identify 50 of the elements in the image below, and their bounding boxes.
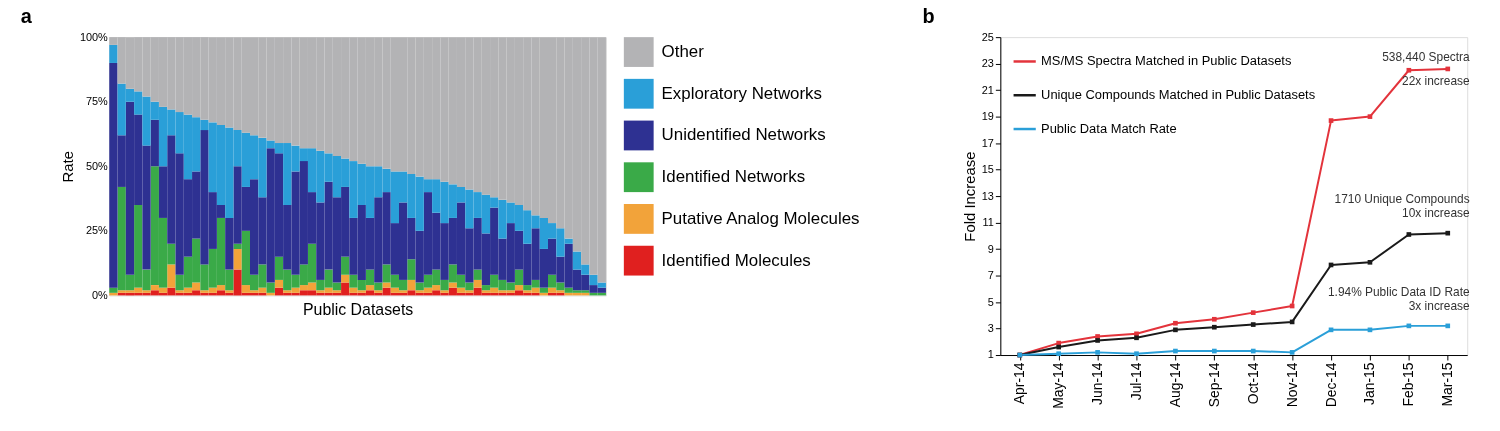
annotation: 22x increase <box>1402 73 1470 88</box>
y-tick-label: 19 <box>981 110 994 123</box>
y-tick-label: 100% <box>79 30 109 43</box>
annotation: 3x increase <box>1408 298 1470 313</box>
x-tick-label: Jul-14 <box>1127 362 1144 401</box>
legend-label: Unidentified Networks <box>661 125 826 145</box>
y-tick-label: 25% <box>85 224 109 237</box>
y-tick-label: 9 <box>987 242 994 255</box>
annotation: 538,440 Spectra <box>1382 49 1470 64</box>
x-tick-label: Sep-14 <box>1205 362 1222 408</box>
legend-label: Putative Analog Molecules <box>661 208 860 228</box>
x-tick-label: Nov-14 <box>1283 362 1300 408</box>
legend-label: Exploratory Networks <box>661 83 822 103</box>
x-tick-label: Dec-14 <box>1322 362 1339 408</box>
x-tick-label: Aug-14 <box>1166 362 1183 408</box>
y-tick-label: 75% <box>85 95 109 108</box>
x-tick-label: May-14 <box>1050 362 1067 409</box>
legend-label: Public Data Match Rate <box>1041 121 1177 136</box>
legend-label: MS/MS Spectra Matched in Public Datasets <box>1041 53 1292 69</box>
legend-label: Identified Molecules <box>661 250 811 270</box>
y-tick-label: 17 <box>981 136 994 149</box>
y-tick-label: 11 <box>982 216 994 229</box>
chart-title: b <box>922 5 935 28</box>
y-tick-label: 21 <box>981 83 994 96</box>
x-tick-label: Apr-14 <box>1011 362 1028 405</box>
x-tick-label: Jun-14 <box>1089 362 1106 405</box>
legend-label: Identified Networks <box>661 167 806 187</box>
chart-title: a <box>20 5 33 28</box>
annotation: 1710 Unique Compounds <box>1334 192 1470 207</box>
x-tick-label: Jan-15 <box>1361 362 1378 405</box>
y-tick-label: 13 <box>981 189 994 202</box>
legend-label: Other <box>661 42 705 62</box>
y-axis-title: Rate <box>59 151 76 183</box>
legend-label: Unique Compounds Matched in Public Datasets <box>1041 87 1316 103</box>
y-tick-label: 7 <box>987 269 994 282</box>
x-tick-label: Feb-15 <box>1400 362 1417 407</box>
x-tick-label: Oct-14 <box>1244 362 1261 405</box>
y-tick-label: 50% <box>85 159 109 172</box>
y-tick-label: 0% <box>92 288 109 301</box>
annotation: 1.94% Public Data ID Rate <box>1327 285 1470 300</box>
x-tick-label: Mar-15 <box>1439 362 1456 407</box>
annotation: 10x increase <box>1402 206 1470 221</box>
y-tick-label: 3 <box>987 322 994 335</box>
y-tick-label: 1 <box>987 348 994 361</box>
y-tick-label: 23 <box>981 57 994 70</box>
y-tick-label: 15 <box>981 163 994 176</box>
y-axis-title: Fold Increase <box>961 151 978 242</box>
y-tick-label: 25 <box>981 30 994 43</box>
x-axis-title: Public Datasets <box>302 300 414 318</box>
y-tick-label: 5 <box>987 295 994 308</box>
